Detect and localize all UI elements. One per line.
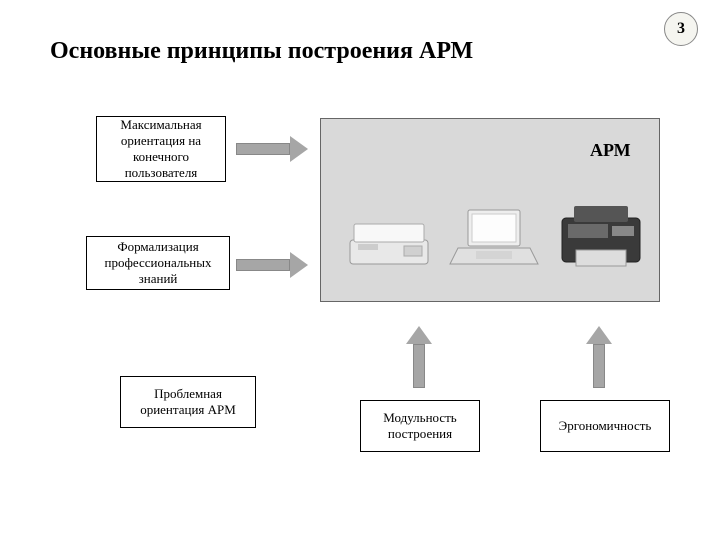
arrow-right: [236, 252, 308, 278]
page-number-text: 3: [677, 20, 685, 38]
box-label: Максимальная ориентация на конечного пол…: [103, 117, 219, 182]
page-title: Основные принципы построения АРМ: [50, 38, 473, 65]
printer-icon: [554, 200, 648, 272]
box-principle-2: Формализация профессиональных знаний: [86, 236, 230, 290]
box-label: Эргономичность: [559, 418, 652, 434]
box-principle-3: Проблемная ориентация АРМ: [120, 376, 256, 428]
box-principle-4: Модульность построения: [360, 400, 480, 452]
box-principle-1: Максимальная ориентация на конечного пол…: [96, 116, 226, 182]
page-number-badge: 3: [664, 12, 698, 46]
arrow-up: [406, 326, 432, 388]
laptop-icon: [446, 204, 542, 272]
box-principle-5: Эргономичность: [540, 400, 670, 452]
box-label: Проблемная ориентация АРМ: [127, 386, 249, 419]
box-label: Модульность построения: [367, 410, 473, 443]
arrow-up: [586, 326, 612, 388]
box-label: Формализация профессиональных знаний: [93, 239, 223, 288]
scanner-icon: [344, 210, 434, 272]
arrow-right: [236, 136, 308, 162]
arm-label: АРМ: [590, 140, 631, 161]
